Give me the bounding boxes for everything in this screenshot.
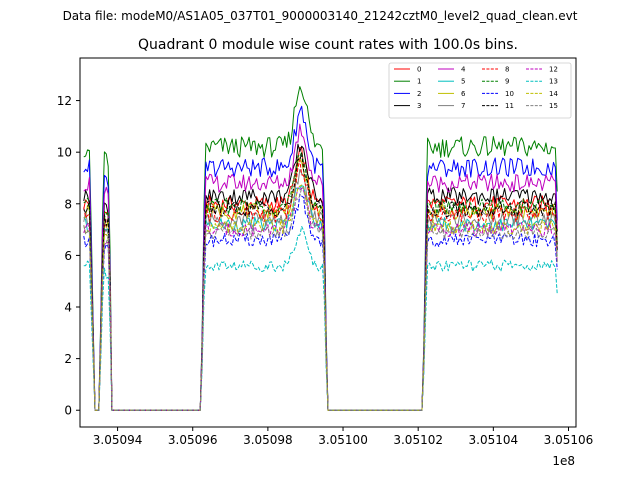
x-tick-label: 3.05106	[544, 433, 594, 447]
series-layer	[83, 86, 558, 411]
series-line-1	[83, 86, 558, 411]
chart-title: Quadrant 0 module wise count rates with …	[138, 37, 518, 53]
legend-label-0: 0	[417, 66, 421, 74]
series-line-9	[83, 151, 558, 411]
legend-label-8: 8	[505, 66, 509, 74]
legend-label-10: 10	[505, 90, 514, 98]
series-line-6	[83, 157, 558, 411]
legend-label-4: 4	[461, 66, 466, 74]
legend-frame	[388, 62, 572, 119]
y-tick-label: 4	[64, 301, 72, 315]
legend-label-1: 1	[417, 78, 421, 86]
y-tick-label: 6	[64, 249, 72, 263]
legend-label-6: 6	[461, 90, 466, 98]
axis-ticks: 3.05094 3.05096 3.05098 3.05100 3.05102 3.051…	[57, 94, 594, 447]
x-tick-label: 3.05100	[318, 433, 368, 447]
series-line-13	[83, 225, 558, 411]
series-line-11	[83, 153, 558, 411]
series-line-10	[83, 193, 558, 411]
figure-suptitle: Data file: modeM0/AS1A05_037T01_90000031…	[63, 9, 578, 23]
legend-label-13: 13	[549, 78, 558, 86]
legend-label-3: 3	[417, 102, 421, 110]
legend-label-5: 5	[461, 78, 465, 86]
x-tick-label: 3.05098	[243, 433, 293, 447]
legend-label-11: 11	[505, 102, 514, 110]
legend-label-7: 7	[461, 102, 465, 110]
legend-label-15: 15	[549, 102, 558, 110]
y-tick-label: 10	[57, 146, 72, 160]
y-tick-label: 12	[57, 94, 72, 108]
x-tick-label: 3.05096	[168, 433, 218, 447]
x-tick-label: 3.05102	[393, 433, 443, 447]
x-tick-label: 3.05104	[469, 433, 519, 447]
y-tick-label: 8	[64, 197, 72, 211]
legend-label-9: 9	[505, 78, 509, 86]
series-line-2	[83, 105, 558, 411]
x-offset-label: 1e8	[552, 454, 575, 468]
legend-label-14: 14	[549, 90, 558, 98]
legend-label-12: 12	[549, 66, 558, 74]
x-tick-label: 3.05094	[93, 433, 143, 447]
plot-frame	[79, 57, 577, 428]
series-line-15	[83, 187, 558, 411]
series-line-8	[83, 159, 558, 411]
series-line-0	[83, 147, 558, 411]
y-tick-label: 2	[64, 352, 72, 366]
y-tick-label: 0	[64, 404, 72, 418]
legend-label-2: 2	[417, 90, 421, 98]
